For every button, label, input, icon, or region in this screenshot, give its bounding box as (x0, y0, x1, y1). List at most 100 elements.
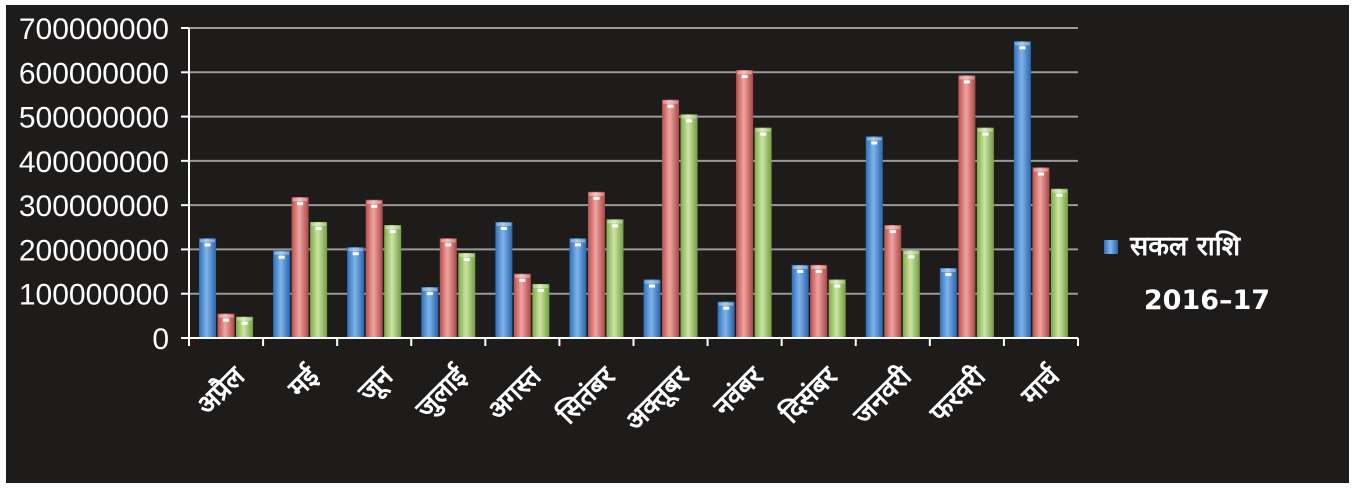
bar (865, 136, 883, 338)
legend-label: सकल राशि (1129, 230, 1242, 262)
y-tick-label: 100000000 (19, 279, 169, 312)
bar (680, 114, 698, 338)
bar-cap-marker (241, 321, 248, 325)
x-tick-label: जनवरी (846, 360, 918, 432)
bar-cap-marker (574, 243, 581, 247)
bar-highlight (570, 239, 586, 243)
bar-highlight (811, 265, 827, 269)
bar-cap-marker (389, 230, 396, 234)
y-tick-label: 700000000 (19, 13, 169, 46)
bar-highlight (533, 284, 549, 288)
bar (365, 199, 383, 338)
bar-cap-marker (871, 141, 878, 145)
bar-cap-marker (426, 292, 433, 296)
bar-cap-marker (315, 226, 322, 230)
y-tick-label: 600000000 (19, 57, 169, 90)
bar-highlight (755, 128, 771, 132)
bar-highlight (385, 226, 401, 230)
gridlines (189, 27, 1078, 295)
bar (217, 313, 235, 338)
bar-cap-marker (908, 255, 915, 259)
bar (1013, 41, 1031, 339)
bar (199, 238, 217, 338)
bar-cap-marker (537, 288, 544, 292)
bar (384, 225, 402, 338)
bar-cap-marker (686, 119, 693, 123)
bar-highlight (681, 115, 697, 119)
bar-cap-marker (1037, 172, 1044, 176)
bar-highlight (366, 200, 382, 204)
bar (587, 191, 605, 338)
y-tick-label: 400000000 (19, 146, 169, 179)
bar-cap-marker (278, 255, 285, 259)
bar-highlight (829, 280, 845, 284)
bar-highlight (274, 251, 290, 255)
y-tick-label: 0 (152, 323, 169, 356)
bar-highlight (1014, 42, 1030, 46)
bar-highlight (292, 198, 308, 202)
bar-cap-marker (723, 306, 730, 310)
y-tick-label: 300000000 (19, 190, 169, 223)
axes (181, 27, 1079, 346)
x-tick-label: जुलाई (408, 359, 475, 426)
bar-highlight (940, 269, 956, 273)
y-axis-tick-labels: 0 100000000 200000000 300000000 400000000 500… (19, 13, 169, 356)
y-tick-label: 500000000 (19, 102, 169, 135)
bar (810, 264, 828, 338)
bar-highlight (737, 71, 753, 75)
bar (439, 238, 457, 338)
bar-highlight (607, 220, 623, 224)
bar-highlight (792, 265, 808, 269)
x-tick-label: अप्रैल (190, 359, 252, 421)
x-tick-label: दिसंबर (774, 360, 845, 431)
bar (828, 279, 846, 338)
bar-highlight (1033, 168, 1049, 172)
bar (791, 264, 809, 338)
x-tick-label: फरवरी (923, 360, 993, 430)
bar-cap-marker (760, 132, 767, 136)
bar-highlight (885, 226, 901, 230)
bar (736, 70, 754, 339)
bar-highlight (422, 288, 438, 292)
bar-chart: 0 100000000 200000000 300000000 400000000 500… (19, 13, 1270, 439)
x-tick-label: अगस्त (482, 360, 549, 427)
bar-highlight (348, 248, 364, 252)
bar (976, 127, 994, 339)
bar (662, 99, 680, 338)
bar-highlight (514, 274, 530, 278)
bar (717, 301, 735, 338)
bar-cap-marker (1056, 193, 1063, 197)
chart-area: 0 100000000 200000000 300000000 400000000 500… (6, 5, 1349, 483)
bar (236, 316, 254, 338)
bar-highlight (663, 100, 679, 104)
bar-cap-marker (667, 104, 674, 108)
x-tick-label: मार्च (1014, 360, 1067, 413)
bar-cap-marker (1019, 46, 1026, 50)
bar-highlight (440, 239, 456, 243)
x-tick-label: नवंबर (707, 360, 770, 423)
bars (199, 41, 1068, 339)
bar-cap-marker (500, 226, 507, 230)
bar (310, 221, 328, 338)
bar (532, 283, 550, 338)
bar (754, 127, 772, 339)
bar-cap-marker (982, 132, 989, 136)
bar (347, 247, 365, 338)
bar-cap-marker (297, 202, 304, 206)
bar-highlight (237, 317, 253, 321)
bar (902, 250, 920, 338)
bar (939, 268, 957, 338)
bar-cap-marker (797, 269, 804, 273)
bar-highlight (311, 222, 327, 226)
bar-cap-marker (445, 243, 452, 247)
bar-highlight (459, 253, 475, 257)
bar-highlight (644, 280, 660, 284)
bar-cap-marker (204, 243, 211, 247)
legend: सकल राशि 2016–17 (1104, 230, 1270, 316)
bar-cap-marker (611, 224, 618, 228)
bar-highlight (218, 314, 234, 318)
bar (421, 287, 439, 338)
bar (606, 219, 624, 338)
bar (273, 250, 291, 338)
